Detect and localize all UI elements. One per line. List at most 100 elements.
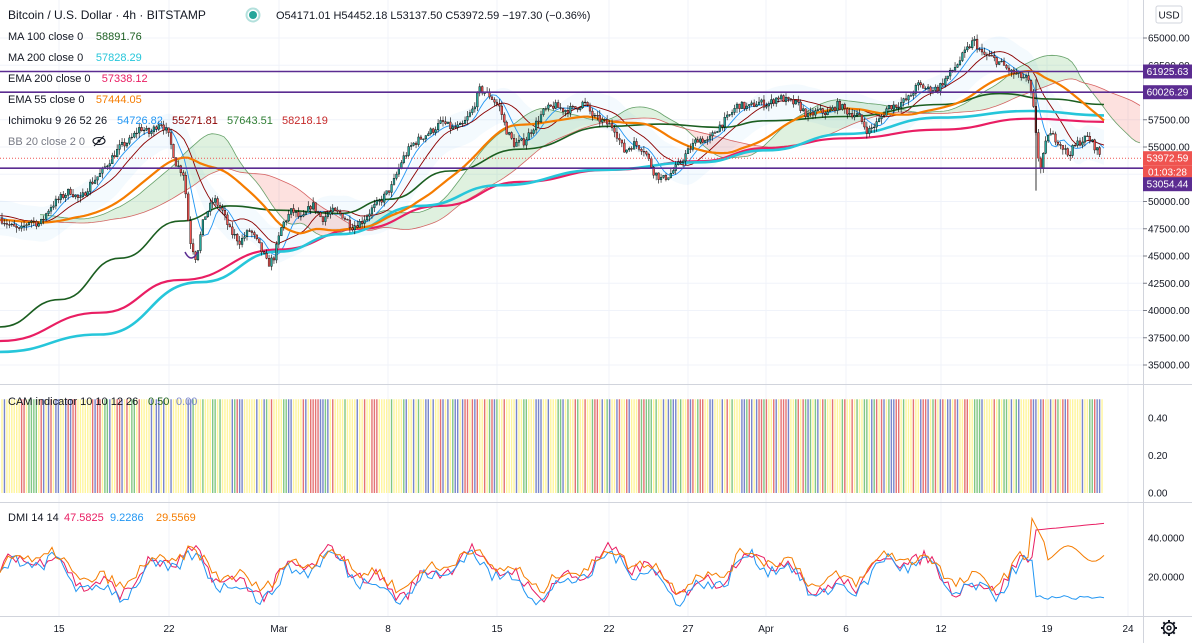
candle xyxy=(468,109,472,118)
candle xyxy=(527,128,530,140)
candle xyxy=(490,95,494,100)
cam-bar xyxy=(1079,399,1081,493)
cam-legend[interactable]: CAM indicator 10 10 12 26 0.50 0.00 xyxy=(8,396,197,408)
symbol-title[interactable]: Bitcoin / U.S. Dollar · 4h · BITSTAMP xyxy=(8,8,206,22)
candle xyxy=(691,138,694,152)
cam-bar xyxy=(295,399,297,493)
cam-bar xyxy=(709,399,711,493)
legend-row[interactable]: EMA 55 close 0 57444.05 xyxy=(8,94,142,106)
cam-bar xyxy=(743,399,746,493)
ohlc-values: O54171.01 H54452.18 L53137.50 C53972.59 … xyxy=(276,10,590,22)
cam-bar xyxy=(736,399,738,493)
cam-bar xyxy=(814,399,817,493)
legend-value: 57643.51 xyxy=(227,115,273,127)
cam-bar xyxy=(714,399,716,493)
candle xyxy=(824,111,827,120)
time-tick: 27 xyxy=(682,624,694,635)
cam-bar xyxy=(804,399,807,493)
candle xyxy=(439,116,442,125)
candle xyxy=(96,176,99,185)
candle xyxy=(375,197,378,206)
cam-bar xyxy=(457,399,459,493)
candle xyxy=(10,222,13,227)
cam-bar xyxy=(265,399,268,493)
candle xyxy=(914,83,917,97)
cam-bar xyxy=(755,399,758,493)
cam-bar xyxy=(836,399,839,493)
candle xyxy=(446,121,449,125)
cam-indicator-bars xyxy=(1,399,1103,493)
cam-bar xyxy=(567,399,569,493)
cam-bar xyxy=(111,399,113,493)
candle xyxy=(897,102,900,113)
cam-bar xyxy=(194,399,197,493)
cam-bar xyxy=(351,399,354,493)
legend-value: 57828.29 xyxy=(96,52,142,64)
dmi-legend-value: 9.2286 xyxy=(110,512,144,524)
cam-bar xyxy=(461,399,464,493)
candle xyxy=(361,217,364,228)
legend-row[interactable]: MA 200 close 0 57828.29 xyxy=(8,52,142,64)
cam-bar xyxy=(175,399,177,493)
cam-bar xyxy=(1018,399,1020,493)
cam-bar xyxy=(236,399,238,493)
market-status-icon[interactable] xyxy=(249,11,257,19)
cam-bar xyxy=(591,399,594,493)
arc-annotation[interactable] xyxy=(184,251,199,259)
legend-row-bb[interactable]: BB 20 close 2 0 xyxy=(8,135,106,148)
candle xyxy=(784,93,788,106)
candle xyxy=(696,136,699,143)
candle xyxy=(27,221,31,227)
cam-bar xyxy=(177,399,180,493)
candle xyxy=(304,211,307,216)
gear-icon[interactable] xyxy=(1161,620,1177,636)
candle xyxy=(385,190,388,196)
cam-bar xyxy=(643,399,645,493)
candle xyxy=(98,168,102,177)
cam-bar xyxy=(675,399,677,493)
candle xyxy=(535,117,538,134)
candle xyxy=(956,63,959,68)
candle xyxy=(753,99,756,108)
cam-bar xyxy=(1030,399,1032,493)
cam-legend-label: CAM indicator 10 10 12 26 xyxy=(8,396,138,408)
candle xyxy=(804,108,807,120)
candle xyxy=(505,120,508,135)
cam-bar xyxy=(719,399,721,493)
cam-bar xyxy=(415,399,417,493)
candle xyxy=(118,139,121,155)
cam-bar xyxy=(33,399,35,493)
time-axis[interactable]: 15 22 Mar 8 15 22 27 Apr 6 12 19 24 xyxy=(53,624,1134,635)
candle xyxy=(821,107,824,118)
currency-button[interactable]: USD xyxy=(1155,5,1183,24)
dmi-legend[interactable]: DMI 14 14 47.5825 9.2286 29.5569 xyxy=(8,512,196,524)
horizontal-levels[interactable] xyxy=(0,70,1143,170)
cam-bar xyxy=(327,399,329,493)
legend-row[interactable]: MA 100 close 0 58891.76 xyxy=(8,31,142,43)
candle xyxy=(106,164,109,170)
cam-bar xyxy=(731,399,733,493)
cam-bar xyxy=(920,399,922,493)
eye-off-icon[interactable] xyxy=(92,135,106,147)
candle xyxy=(84,191,87,196)
candle xyxy=(155,125,158,133)
candle xyxy=(165,122,168,134)
candle xyxy=(1047,134,1050,143)
legend-row-ichimoku[interactable]: Ichimoku 9 26 52 26 54726.82 55271.81 57643… xyxy=(8,115,328,127)
cam-bar xyxy=(356,399,358,493)
legend-row[interactable]: EMA 200 close 0 57338.12 xyxy=(8,73,148,85)
cam-bar xyxy=(312,399,314,493)
cam-bar xyxy=(542,399,545,493)
cam-bar xyxy=(145,399,148,493)
cam-bar xyxy=(564,399,567,493)
price-tick: 65000.00 xyxy=(1148,34,1190,45)
cam-bar xyxy=(408,399,410,493)
cam-bar xyxy=(525,399,527,493)
candle xyxy=(554,99,557,110)
candle xyxy=(873,123,876,133)
price-label-text: 61925.63 xyxy=(1147,67,1189,78)
cam-bar xyxy=(998,399,1000,493)
price-label-tag: 53054.44 xyxy=(1143,177,1192,192)
